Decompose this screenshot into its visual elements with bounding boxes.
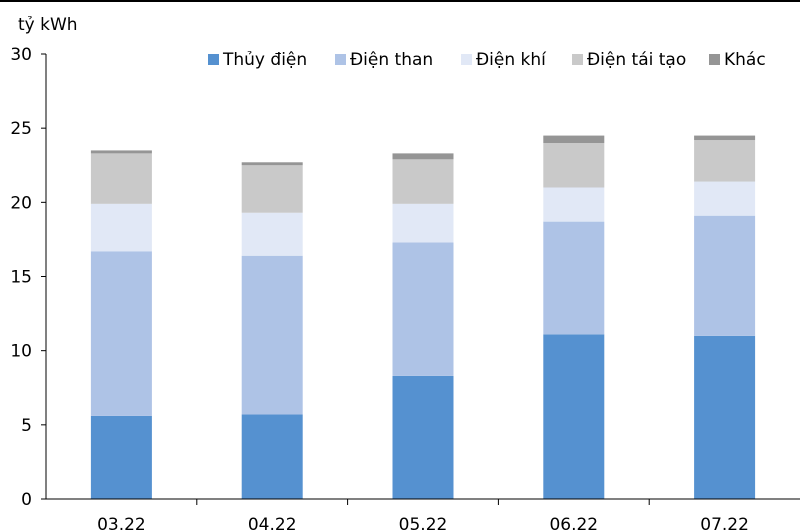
bar-segment	[241, 165, 303, 213]
bar-segment	[90, 153, 152, 204]
bars-layer	[90, 135, 756, 499]
bar-segment	[392, 153, 454, 160]
bar-segment	[241, 414, 303, 499]
legend-swatch	[709, 54, 720, 65]
bar-segment	[694, 215, 756, 336]
legend-label: Điện khí	[476, 50, 547, 70]
bar-segment	[241, 212, 303, 256]
bar-segment	[694, 140, 756, 182]
axes-layer: 0 5 10 15 20 25 30 03.22 04.22 05.22 06.22 07.22	[10, 45, 800, 532]
x-tick-label: 05.22	[399, 515, 448, 532]
bar-segment	[543, 221, 605, 335]
bar-segment	[392, 159, 454, 204]
legend-label: Thủy điện	[222, 50, 307, 70]
y-tick-label: 30	[10, 45, 32, 65]
bar-segment	[694, 135, 756, 141]
bar-segment	[543, 187, 605, 222]
legend-swatch	[335, 54, 346, 65]
top-border	[0, 0, 800, 2]
bar-segment	[392, 203, 454, 243]
bar-segment	[694, 335, 756, 499]
bar-segment	[543, 334, 605, 499]
legend: Thủy điện Điện than Điện khí Điện tái tạo Kh…	[208, 50, 766, 70]
y-tick-label: 25	[10, 119, 32, 139]
y-tick-label: 10	[10, 342, 32, 362]
x-tick-label: 07.22	[700, 515, 749, 532]
legend-label: Điện tái tạo	[587, 50, 686, 70]
bar-segment	[241, 255, 303, 415]
bar-segment	[543, 135, 605, 143]
y-axis-unit-label: tỷ kWh	[18, 15, 78, 35]
bar-segment	[392, 242, 454, 376]
x-tick-label: 03.22	[97, 515, 146, 532]
y-tick-label: 5	[21, 416, 32, 436]
x-tick-label: 06.22	[549, 515, 598, 532]
bar-segment	[90, 203, 152, 252]
y-tick-label: 15	[10, 268, 32, 288]
bar-segment	[392, 375, 454, 499]
legend-label: Điện than	[350, 50, 433, 70]
legend-swatch	[208, 54, 219, 65]
bar-segment	[90, 415, 152, 499]
legend-swatch	[572, 54, 583, 65]
y-tick-label: 20	[10, 193, 32, 213]
x-tick-label: 04.22	[248, 515, 297, 532]
bar-segment	[90, 251, 152, 416]
bar-segment	[241, 162, 303, 166]
legend-label: Khác	[724, 50, 766, 70]
bar-segment	[694, 181, 756, 216]
legend-swatch	[461, 54, 472, 65]
bar-segment	[543, 143, 605, 188]
y-tick-label: 0	[21, 490, 32, 510]
bar-segment	[90, 150, 152, 154]
